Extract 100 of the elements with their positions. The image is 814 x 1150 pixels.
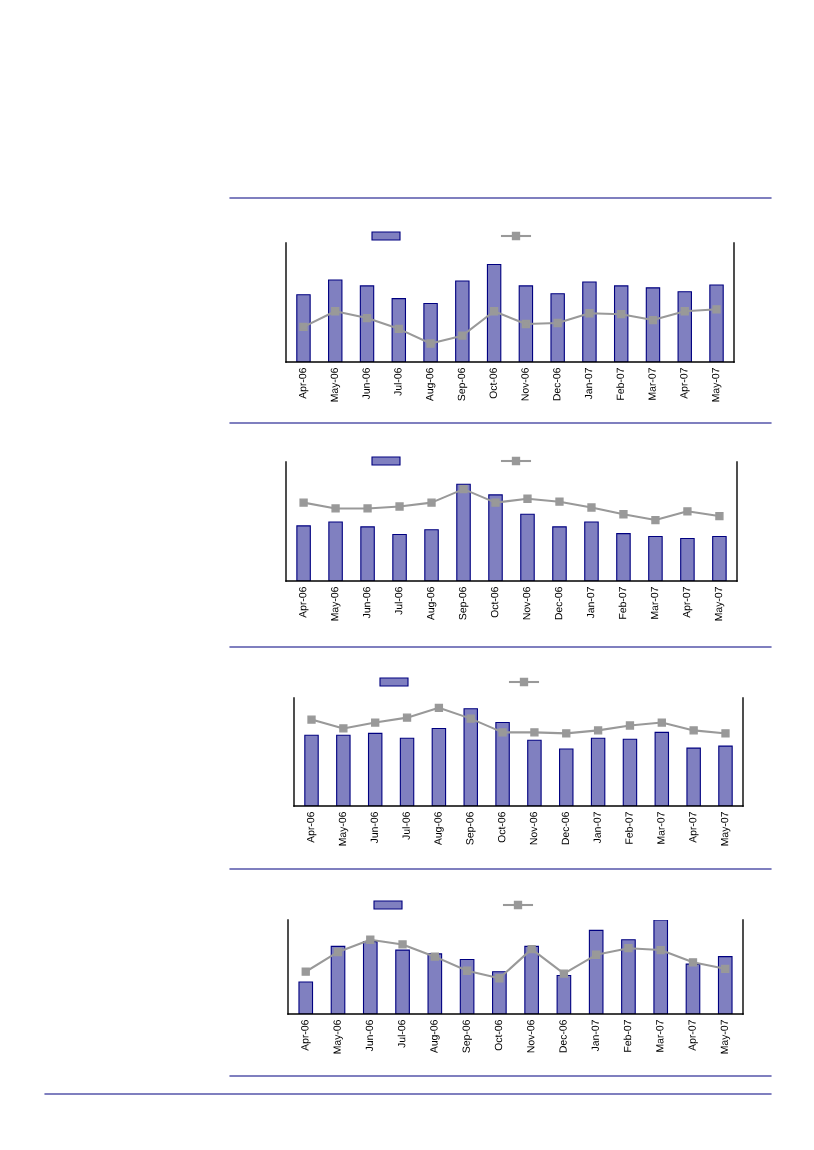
point <box>339 724 348 733</box>
point <box>562 729 571 738</box>
bar <box>648 535 663 581</box>
bar <box>584 521 599 581</box>
x-tick-label: May-06 <box>330 368 341 402</box>
point <box>680 307 689 316</box>
bar <box>680 537 695 581</box>
bar <box>298 981 314 1014</box>
x-tick-label: Apr-06 <box>298 368 309 399</box>
point <box>398 940 407 949</box>
bar <box>588 929 604 1014</box>
x-tick-label: Jul-06 <box>402 812 410 840</box>
bar <box>524 945 539 1014</box>
x-tick-label: Sep-06 <box>466 812 476 845</box>
x-tick-label: Jun-06 <box>362 587 371 619</box>
point <box>523 494 532 503</box>
point <box>366 935 375 944</box>
point <box>587 503 596 512</box>
bar <box>456 483 471 581</box>
point <box>593 726 603 735</box>
point <box>466 714 475 723</box>
point <box>555 497 564 506</box>
bar <box>718 745 733 806</box>
x-tick-label: Oct-06 <box>490 587 499 618</box>
x-tick-label: Mar-07 <box>650 587 659 619</box>
x-tick-label: Jan-07 <box>593 812 601 844</box>
bar <box>559 748 574 806</box>
bar <box>459 958 475 1014</box>
point <box>371 718 380 727</box>
point <box>299 498 308 507</box>
x-tick-label: Sep-06 <box>457 368 468 401</box>
bar <box>552 526 567 581</box>
x-tick-label: Dec-06 <box>553 368 561 401</box>
x-tick-label: Jul-06 <box>397 1020 406 1048</box>
point <box>721 729 730 738</box>
point <box>656 945 665 955</box>
bar <box>463 708 478 806</box>
x-tick-label: Apr-06 <box>301 1020 311 1051</box>
bar <box>296 525 311 581</box>
point <box>624 944 633 953</box>
x-tick-label: Aug-06 <box>425 368 436 402</box>
x-tick-label: Sep-06 <box>462 1020 472 1053</box>
x-tick-label: Apr-07 <box>689 812 699 843</box>
bar <box>527 739 542 806</box>
x-tick-label: Sep-06 <box>458 587 469 620</box>
point <box>459 484 468 494</box>
bar <box>613 285 629 362</box>
x-tick-label: May-06 <box>331 587 341 621</box>
point <box>458 331 467 340</box>
bar <box>622 738 638 806</box>
bar <box>391 298 407 362</box>
point <box>331 504 340 513</box>
x-tick-label: Nov-06 <box>521 368 529 401</box>
point <box>434 703 444 712</box>
point <box>689 726 698 735</box>
bar <box>582 281 597 362</box>
bar <box>392 534 407 581</box>
bar <box>717 956 733 1014</box>
x-tick-label: Jan-07 <box>584 368 593 400</box>
point <box>495 974 504 983</box>
point <box>721 964 730 974</box>
point <box>394 324 403 334</box>
point <box>648 315 658 325</box>
x-tick-label: Feb-07 <box>625 812 633 844</box>
x-tick-label: Aug-06 <box>430 1020 440 1054</box>
x-tick-label: Jul-06 <box>393 368 402 396</box>
bar <box>712 535 727 581</box>
x-tick-label: Dec-06 <box>561 812 570 845</box>
bar <box>360 526 375 581</box>
point <box>462 966 472 975</box>
x-tick-label: Mar-07 <box>648 368 656 400</box>
bar <box>330 945 346 1014</box>
bar <box>495 721 510 806</box>
bar <box>645 287 661 362</box>
point <box>527 944 536 954</box>
x-tick-label: Oct-06 <box>498 812 506 843</box>
point <box>625 721 635 730</box>
point <box>712 305 721 314</box>
point <box>498 728 507 737</box>
x-tick-label: Jan-07 <box>586 587 595 619</box>
bar <box>709 284 724 362</box>
point <box>651 515 660 525</box>
x-tick-label: May-07 <box>714 587 725 621</box>
bar <box>677 291 692 362</box>
bar <box>590 737 606 806</box>
point <box>715 512 724 521</box>
point <box>307 715 316 724</box>
point <box>362 313 372 323</box>
x-tick-label: Mar-07 <box>657 812 665 844</box>
bar <box>653 920 669 1014</box>
x-tick-label: Dec-06 <box>554 587 563 620</box>
bar <box>488 494 503 581</box>
x-tick-label: May-07 <box>720 812 731 846</box>
point <box>617 310 626 319</box>
bar <box>486 263 502 362</box>
bar <box>686 747 701 806</box>
x-tick-label: Apr-06 <box>299 587 309 618</box>
bar <box>616 533 631 581</box>
point <box>688 958 698 967</box>
bar <box>424 529 439 581</box>
